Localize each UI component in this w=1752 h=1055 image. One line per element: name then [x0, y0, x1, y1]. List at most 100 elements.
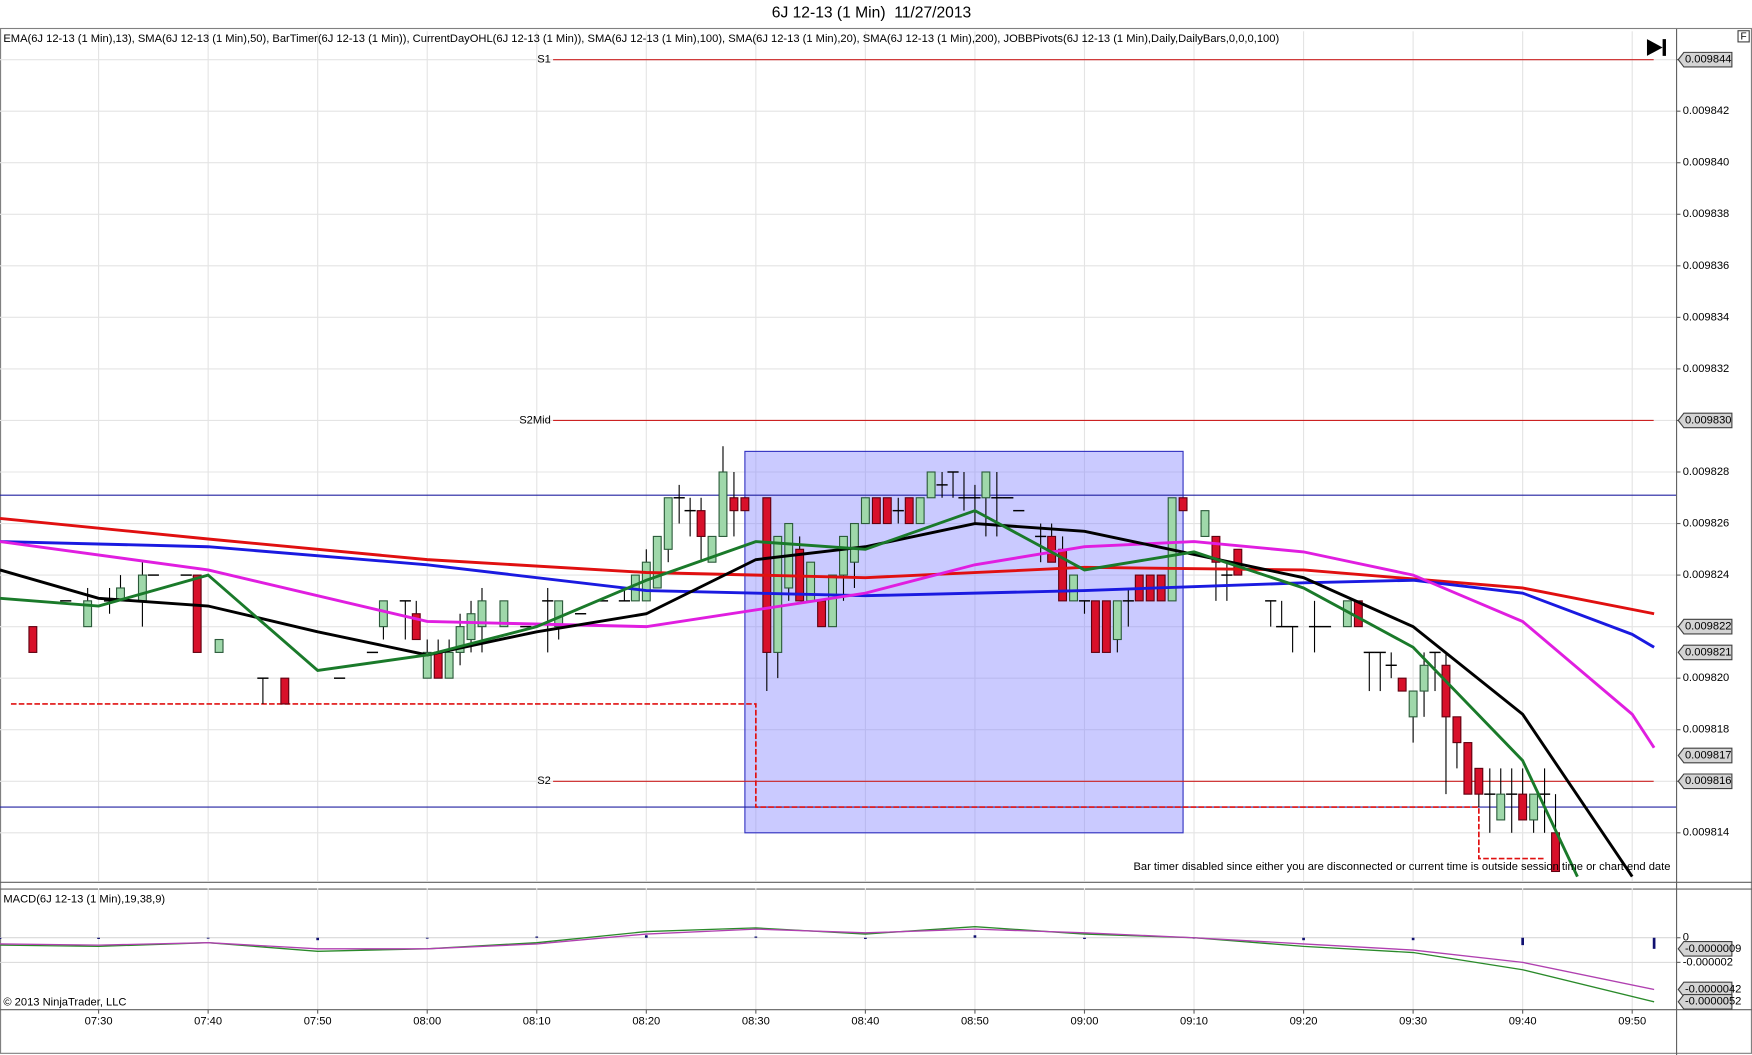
macd-histogram-bar: [864, 937, 867, 939]
candle-body: [422, 651, 432, 679]
candle-body: [1419, 664, 1429, 692]
candle-body: [1529, 793, 1539, 821]
candle-body: [1408, 690, 1418, 718]
candle-body: [1178, 497, 1188, 512]
macd-histogram-bar: [425, 937, 429, 939]
icon-arrow[interactable]: [1646, 39, 1663, 56]
macd-histogram-bar: [0, 937, 2, 939]
y-tick-label: 0.009840: [1683, 157, 1730, 169]
x-tick-label: 09:20: [1290, 1015, 1318, 1027]
y-tick-label: 0.009832: [1683, 363, 1730, 375]
price-marker-label: -0.0000052: [1685, 996, 1741, 1008]
candle-body: [663, 497, 673, 550]
candle-body: [981, 471, 991, 499]
price-marker: [1677, 412, 1733, 429]
candle-body: [433, 651, 443, 679]
macd-histogram-bar: [1302, 937, 1305, 941]
macd-histogram-bar: [1083, 937, 1086, 939]
macd-histogram-bar: [97, 937, 100, 939]
price-marker: [1677, 51, 1733, 68]
candle-body: [83, 600, 93, 628]
candle-body: [1069, 574, 1078, 602]
f-button-label[interactable]: F: [1741, 32, 1747, 43]
macd-line: [0, 928, 1655, 991]
candle-body: [1496, 793, 1506, 821]
price-marker-label: 0.009821: [1685, 646, 1732, 658]
candle-body: [915, 497, 925, 525]
price-marker-label: -0.0000009: [1685, 943, 1741, 955]
candle-body: [817, 600, 827, 628]
candle-body: [1518, 793, 1528, 821]
candle-body: [1101, 600, 1111, 653]
candle-body: [411, 613, 421, 641]
candle-body: [455, 626, 465, 653]
candle-body: [28, 626, 38, 653]
indicator-line: [0, 540, 1655, 649]
macd-histogram-bar: [644, 935, 648, 938]
price-marker: [1677, 993, 1733, 1010]
copyright: © 2013 NinjaTrader, LLC: [3, 996, 126, 1008]
x-tick-label: 08:10: [523, 1015, 551, 1027]
price-marker: [1677, 747, 1733, 764]
candle-body: [137, 574, 147, 602]
price-marker: [1677, 941, 1733, 957]
bar-timer-note: Bar timer disabled since either you are …: [1133, 861, 1670, 873]
indicator-line: [0, 516, 1655, 616]
macd-histogram-bar: [754, 936, 758, 938]
x-tick-label: 09:40: [1509, 1015, 1537, 1027]
candle-body: [707, 535, 717, 563]
pivot-level-label: S2Mid: [519, 414, 551, 426]
candle-body: [1090, 600, 1100, 653]
price-marker-label: 0.009816: [1685, 775, 1732, 787]
candle-body: [1474, 767, 1484, 795]
x-tick-label: 08:40: [851, 1015, 879, 1027]
x-tick-label: 07:30: [85, 1015, 113, 1027]
y-tick-label: 0.009828: [1683, 466, 1730, 478]
icon-bar[interactable]: [1662, 39, 1666, 56]
candle-body: [718, 471, 728, 537]
candle-body: [839, 535, 848, 576]
candle-body: [214, 638, 224, 653]
candle-body: [926, 471, 936, 499]
candle-body: [466, 613, 476, 641]
x-tick-label: 08:30: [742, 1015, 770, 1027]
candle-body: [828, 574, 838, 628]
x-tick-label: 08:50: [961, 1015, 989, 1027]
macd-title: MACD(6J 12-13 (1 Min),19,38,9): [3, 894, 165, 906]
x-tick-label: 09:50: [1618, 1015, 1646, 1027]
pivot-dashed-line: [10, 703, 1545, 860]
price-marker: [1677, 618, 1733, 635]
macd-histogram-bar: [206, 937, 210, 939]
y-tick-label: 0.009818: [1683, 724, 1730, 736]
pivot-level-label: S2: [537, 775, 551, 787]
window-title: 6J 12-13 (1 Min) 11/27/2013: [772, 5, 971, 22]
y-tick-label: 0.009838: [1683, 208, 1730, 220]
price-marker: [1677, 644, 1733, 661]
x-tick-label: 08:20: [632, 1015, 660, 1027]
candle-body: [554, 600, 564, 628]
candle-body: [860, 497, 870, 525]
candle-body: [280, 677, 290, 705]
scroll-to-end-icon[interactable]: [1646, 39, 1666, 56]
y-tick-label: 0.009842: [1683, 105, 1730, 117]
candle-body: [740, 497, 750, 512]
candle-body: [849, 522, 859, 563]
y-tick-label: 0.009834: [1683, 311, 1730, 323]
indicator-line: [0, 522, 1634, 878]
candle-body: [1112, 600, 1122, 641]
candle-body: [499, 600, 509, 628]
candle-body: [1397, 677, 1407, 692]
macd-histogram-bar: [316, 937, 320, 941]
macd-histogram-bar: [973, 935, 977, 938]
f-button[interactable]: [1737, 30, 1750, 43]
macd-histogram-bar: [535, 936, 539, 938]
y-tick-label: 0.009820: [1683, 672, 1730, 684]
y-tick-label: 0.009814: [1683, 827, 1730, 839]
x-tick-label: 09:30: [1399, 1015, 1427, 1027]
price-marker-label: 0.009817: [1685, 749, 1732, 761]
candle-body: [378, 600, 388, 628]
candle-body: [1452, 716, 1462, 744]
candle-body: [652, 535, 662, 589]
price-marker-label: 0.009830: [1685, 414, 1732, 426]
indicator-line: [0, 540, 1656, 749]
